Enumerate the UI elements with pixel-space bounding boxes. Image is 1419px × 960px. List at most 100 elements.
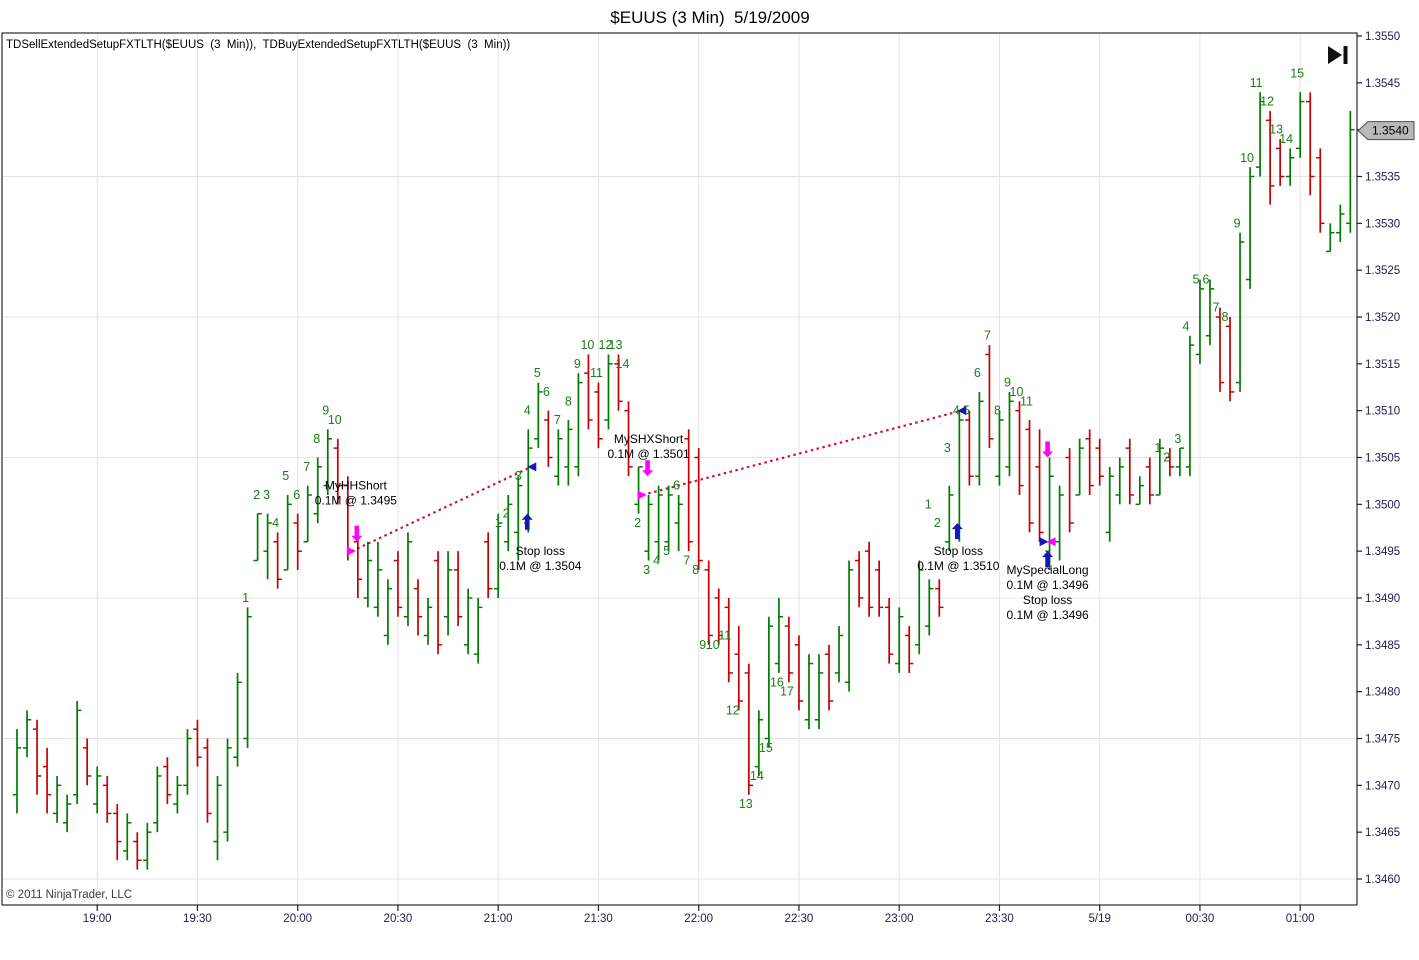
price-bar xyxy=(864,541,874,617)
setup-count-label: 3 xyxy=(1174,432,1181,446)
price-bar xyxy=(32,719,42,795)
price-bar xyxy=(233,672,242,767)
copyright-label: © 2011 NinjaTrader, LLC xyxy=(6,889,132,901)
price-bar xyxy=(93,766,102,814)
axes-layer: 1.35501.35451.35401.35351.35301.35251.35… xyxy=(83,31,1400,925)
setup-count-label: 4 xyxy=(524,404,531,418)
go-to-end-button[interactable] xyxy=(1328,46,1348,64)
price-bar xyxy=(253,512,262,562)
trade-annotation-text: Stop loss xyxy=(934,544,983,558)
setup-count-label: 10 xyxy=(1240,151,1254,165)
x-tick-label: 01:00 xyxy=(1286,913,1315,925)
price-bar xyxy=(1025,420,1034,533)
setup-count-label: 11 xyxy=(1250,76,1263,90)
exit-marker-icon xyxy=(1046,537,1056,547)
trade-annotation-text: 0.1M @ 1.3495 xyxy=(315,494,398,508)
setup-count-label: 1 xyxy=(242,591,249,605)
price-bar xyxy=(1085,429,1094,495)
price-bar xyxy=(694,448,703,570)
trade-annotation-text: 0.1M @ 1.3504 xyxy=(499,559,582,573)
x-tick-label: 20:00 xyxy=(283,913,312,925)
price-bar xyxy=(574,373,583,477)
price-bar xyxy=(1235,232,1245,392)
price-bar xyxy=(624,401,633,477)
setup-count-label: 3 xyxy=(263,488,270,502)
price-bar xyxy=(844,560,854,692)
setup-count-label: 4 xyxy=(272,516,279,530)
price-bar xyxy=(784,616,794,683)
setup-count-label: 11 xyxy=(718,628,731,642)
price-bar xyxy=(1245,167,1255,289)
x-tick-label: 23:30 xyxy=(985,913,1014,925)
price-bar xyxy=(724,598,733,683)
setup-count-label: 2 xyxy=(934,516,941,530)
setup-count-label: 2 xyxy=(1163,451,1170,465)
trade-annotation-text: 0.1M @ 1.3510 xyxy=(917,559,1000,573)
entry-marker-icon xyxy=(1039,537,1049,547)
price-bar xyxy=(303,485,312,543)
price-bar xyxy=(965,410,974,486)
price-bar xyxy=(433,551,443,655)
price-bar xyxy=(12,729,22,814)
setup-count-label: 7 xyxy=(554,413,561,427)
price-bar xyxy=(684,429,693,552)
price-bar xyxy=(1055,485,1064,561)
chart-border xyxy=(1,32,1358,906)
exit-marker-icon xyxy=(527,462,537,472)
entry-marker-icon xyxy=(637,490,647,500)
price-bar xyxy=(744,663,754,795)
setup-count-label: 14 xyxy=(616,357,630,371)
setup-count-label: 5 xyxy=(534,366,541,380)
y-tick-label: 1.3520 xyxy=(1365,312,1400,324)
price-bar xyxy=(353,532,363,598)
arrow-up-icon xyxy=(521,513,533,530)
setup-count-label: 10 xyxy=(706,638,720,652)
price-bar xyxy=(634,466,643,514)
setup-count-label: 15 xyxy=(759,741,773,755)
price-bar xyxy=(1045,457,1054,570)
price-bar xyxy=(754,710,764,776)
price-bar xyxy=(1285,148,1295,186)
price-bar xyxy=(443,551,453,636)
price-bar xyxy=(143,822,152,870)
setup-count-label: 5 xyxy=(963,404,970,418)
price-bar xyxy=(514,476,523,561)
setup-count-label: 4 xyxy=(1182,319,1189,333)
entry-marker-icon xyxy=(346,546,356,556)
y-tick-label: 1.3460 xyxy=(1365,874,1400,886)
setup-count-label: 7 xyxy=(303,460,310,474)
price-bar xyxy=(1145,457,1155,505)
price-bar xyxy=(804,654,814,730)
arrow-down-icon xyxy=(642,460,654,477)
setup-count-label: 2 xyxy=(634,516,641,530)
price-bar xyxy=(473,598,483,664)
price-bar xyxy=(664,485,673,552)
arrow-up-icon xyxy=(1042,551,1054,568)
setup-count-label: 1 xyxy=(925,497,932,511)
setup-count-label: 15 xyxy=(1290,66,1304,80)
price-bar xyxy=(1125,438,1134,505)
y-tick-label: 1.3500 xyxy=(1365,499,1400,511)
price-bar xyxy=(62,794,72,833)
setup-count-label: 9 xyxy=(699,638,706,652)
price-bar xyxy=(995,410,1004,486)
x-tick-label: 21:00 xyxy=(484,913,513,925)
price-bar xyxy=(483,532,493,598)
price-bar xyxy=(1175,447,1185,477)
price-bar xyxy=(203,738,212,823)
setup-count-label: 4 xyxy=(653,554,660,568)
price-bar xyxy=(714,588,723,645)
price-bar xyxy=(895,607,904,673)
price-bar xyxy=(263,513,272,580)
setup-count-label: 9 xyxy=(1004,376,1011,390)
price-bar xyxy=(1205,279,1215,346)
price-bar xyxy=(1296,92,1305,158)
price-bar xyxy=(1306,92,1315,196)
trade-lines-layer xyxy=(351,409,962,553)
exit-marker-icon xyxy=(957,406,967,416)
setup-count-label: 8 xyxy=(1222,310,1229,324)
y-tick-label: 1.3470 xyxy=(1365,780,1400,792)
price-bar xyxy=(153,766,162,833)
